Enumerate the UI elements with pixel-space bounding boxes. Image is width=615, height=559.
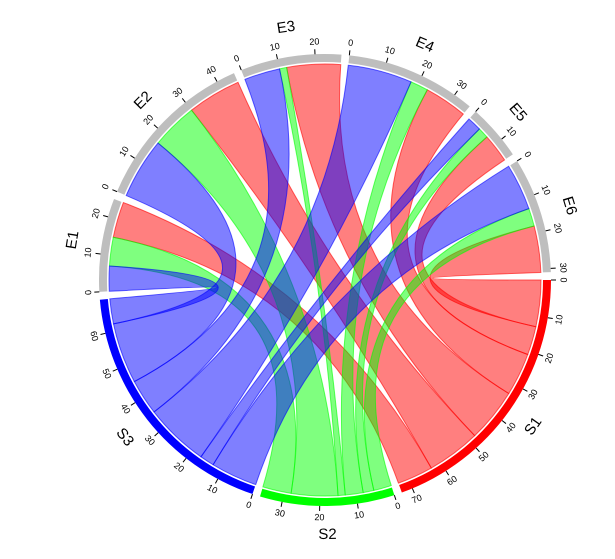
tick-label: 30 [558,262,569,273]
tick-mark [182,457,187,463]
tick-label: 20 [552,222,564,234]
tick-label: 30 [171,85,185,99]
sector-label: E4 [413,33,437,56]
tick-mark [130,402,136,406]
tick-label: 20 [421,58,434,71]
tick-label: 10 [539,183,552,196]
tick-label: 10 [553,314,565,326]
sector-band [241,53,342,78]
tick-mark [454,90,458,96]
tick-mark [275,54,278,60]
sector-label: E1 [63,230,83,251]
sector-band [116,73,238,195]
tick-label: 30 [455,78,469,92]
tick-mark [356,503,359,509]
tick-mark [348,50,351,56]
tick-label: 40 [504,421,518,435]
tick-label: 10 [117,144,131,158]
tick-label: 0 [348,38,354,48]
tick-label: 50 [477,449,491,463]
sector-label: S2 [318,526,337,543]
sector-band [260,487,395,506]
tick-mark [534,192,540,196]
tick-mark [501,420,507,424]
tick-mark [103,215,109,218]
chords [108,63,542,497]
tick-label: 10 [384,44,396,56]
sector-band [348,55,470,113]
tick-mark [112,189,118,193]
tick-label: 30 [143,433,157,447]
sector-band [399,280,551,493]
tick-mark [214,76,218,82]
tick-label: 0 [245,499,253,510]
tick-mark [545,229,551,232]
tick-mark [421,71,425,77]
tick-mark [154,432,159,437]
sector-label: S3 [113,425,138,450]
tick-label: 30 [526,388,540,402]
tick-label: 10 [353,509,364,520]
tick-label: 0 [83,290,93,296]
tick-mark [411,488,415,494]
tick-mark [181,98,186,103]
tick-label: 70 [410,492,423,505]
chord [153,64,412,458]
tick-mark [538,353,544,357]
tick-label: 10 [206,482,220,496]
tick-label: 60 [445,474,459,488]
chord [112,142,237,383]
tick-label: 0 [100,182,111,191]
tick-label: 0 [522,150,533,160]
tick-label: 20 [309,36,319,46]
tick-mark [238,65,242,71]
tick-label: 0 [479,97,489,108]
sector-band [98,198,122,292]
tick-label: 20 [141,113,155,127]
tick-mark [386,57,389,63]
sector-label: E6 [559,195,581,218]
tick-mark [516,157,522,162]
tick-mark [475,107,480,112]
tick-label: 40 [204,64,218,78]
tick-mark [100,332,106,335]
tick-mark [280,501,283,507]
tick-mark [522,388,528,392]
tick-mark [112,368,118,372]
tick-mark [547,317,553,320]
sector-label: S1 [521,414,545,439]
tick-label: 10 [269,41,281,53]
chord [200,118,481,466]
chord [212,165,530,486]
sector-label: E5 [505,100,530,125]
tick-mark [501,135,506,140]
sector-label: E3 [276,18,297,38]
tick-label: 10 [82,247,93,258]
tick-mark [214,478,219,484]
tick-label: 60 [88,330,100,342]
tick-label: 0 [559,277,569,282]
tick-label: 10 [505,124,519,138]
tick-label: 40 [119,402,133,416]
sector-label: E2 [131,88,156,113]
tick-label: 20 [90,207,102,219]
tick-label: 20 [543,352,556,365]
sector-band [470,111,513,159]
tick-mark [153,124,158,129]
chord [133,68,290,413]
tick-mark [475,447,480,453]
tick-label: 30 [274,507,286,519]
tick-mark [393,494,397,501]
sector-band [510,160,551,273]
tick-label: 20 [172,460,186,474]
tick-label: 20 [314,512,324,522]
tick-mark [445,470,450,476]
tick-label: 0 [232,53,240,64]
tick-mark [130,155,135,159]
tick-mark [95,252,101,255]
tick-label: 0 [394,500,402,511]
tick-mark [250,493,253,499]
tick-label: 50 [100,367,113,380]
